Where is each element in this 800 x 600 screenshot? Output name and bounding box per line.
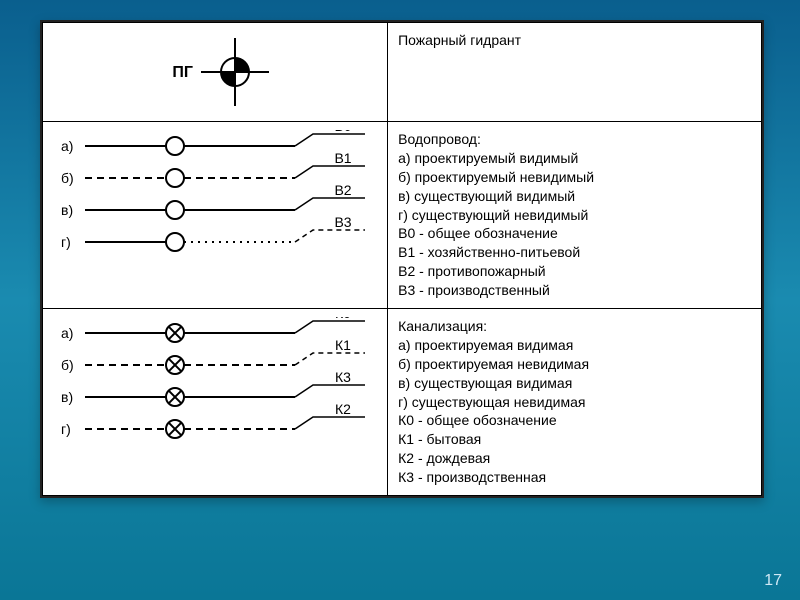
description-cell: Водопровод:а) проектируемый видимыйб) пр… xyxy=(388,122,762,309)
svg-text:в): в) xyxy=(61,202,73,218)
svg-text:б): б) xyxy=(61,357,74,373)
description-cell: Пожарный гидрант xyxy=(388,23,762,122)
description-line: К0 - общее обозначение xyxy=(398,411,751,430)
description-line: б) проектируемая невидимая xyxy=(398,355,751,374)
description-line: В0 - общее обозначение xyxy=(398,224,751,243)
svg-text:В0: В0 xyxy=(334,130,351,134)
description-line: В1 - хозяйственно-питьевой xyxy=(398,243,751,262)
description-line: В3 - производственный xyxy=(398,281,751,300)
svg-text:К0: К0 xyxy=(335,317,351,321)
description-line: г) существующий невидимый xyxy=(398,206,751,225)
svg-text:г): г) xyxy=(61,421,71,437)
description-line: а) проектируемый видимый xyxy=(398,149,751,168)
description-line: Канализация: xyxy=(398,317,751,336)
table-row: а) В0 б) В1 в) В2 г) В3 Водопровод:а) проектируе… xyxy=(43,122,762,309)
description-line: К1 - бытовая xyxy=(398,430,751,449)
pipes-icon: а) К0 б) К1 в) К3 г) К2 xyxy=(55,317,375,453)
description-line: Пожарный гидрант xyxy=(398,31,751,50)
svg-text:а): а) xyxy=(61,325,73,341)
svg-text:г): г) xyxy=(61,234,71,250)
symbol-cell: ПГ xyxy=(43,23,388,122)
slide-root: ПГ Пожарный гидрант а) В0 б) В1 в) В2 г) В3 Водопр… xyxy=(0,0,800,600)
description-line: Водопровод: xyxy=(398,130,751,149)
description-line: К2 - дождевая xyxy=(398,449,751,468)
svg-text:в): в) xyxy=(61,389,73,405)
table-row: а) К0 б) К1 в) К3 г) К2 Канализация:а) проектиру… xyxy=(43,309,762,496)
svg-text:К2: К2 xyxy=(335,401,351,417)
svg-text:б): б) xyxy=(61,170,74,186)
svg-text:К3: К3 xyxy=(335,369,351,385)
pipes-icon: а) В0 б) В1 в) В2 г) В3 xyxy=(55,130,375,266)
description-line: К3 - производственная xyxy=(398,468,751,487)
description-line: г) существующая невидимая xyxy=(398,393,751,412)
svg-text:ПГ: ПГ xyxy=(172,64,193,81)
hydrant-icon: ПГ xyxy=(115,37,315,107)
svg-text:В1: В1 xyxy=(334,150,351,166)
description-line: б) проектируемый невидимый xyxy=(398,168,751,187)
symbol-cell: а) К0 б) К1 в) К3 г) К2 xyxy=(43,309,388,496)
legend-card: ПГ Пожарный гидрант а) В0 б) В1 в) В2 г) В3 Водопр… xyxy=(40,20,764,498)
svg-text:В2: В2 xyxy=(334,182,351,198)
description-line: в) существующая видимая xyxy=(398,374,751,393)
symbol-cell: а) В0 б) В1 в) В2 г) В3 xyxy=(43,122,388,309)
legend-table: ПГ Пожарный гидрант а) В0 б) В1 в) В2 г) В3 Водопр… xyxy=(42,22,762,496)
page-number: 17 xyxy=(764,572,782,590)
svg-text:В3: В3 xyxy=(334,214,351,230)
svg-text:К1: К1 xyxy=(335,337,351,353)
svg-text:а): а) xyxy=(61,138,73,154)
description-line: а) проектируемая видимая xyxy=(398,336,751,355)
description-line: В2 - противопожарный xyxy=(398,262,751,281)
description-cell: Канализация:а) проектируемая видимаяб) п… xyxy=(388,309,762,496)
description-line: в) существующий видимый xyxy=(398,187,751,206)
table-row: ПГ Пожарный гидрант xyxy=(43,23,762,122)
